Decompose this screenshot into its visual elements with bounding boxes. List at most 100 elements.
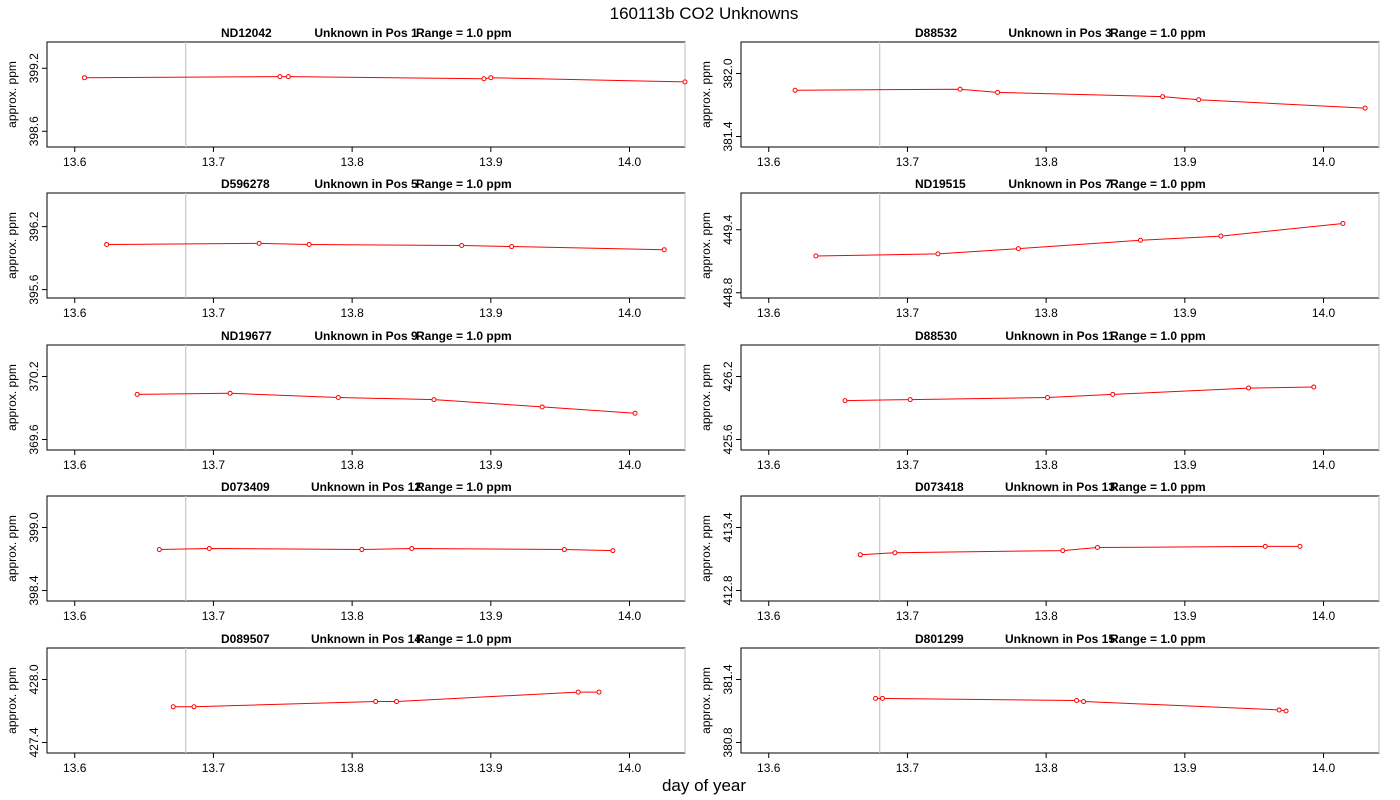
plot-frame [46,647,686,754]
x-tick-label: 13.8 [340,155,364,169]
data-point [682,79,688,85]
data-point [957,86,963,92]
panel-range: Range = 1.0 ppm [1110,632,1206,646]
data-point [1218,233,1224,239]
x-tick-label: 13.9 [1173,609,1197,623]
x-tick-label: 13.7 [896,761,920,775]
data-point [227,390,233,396]
y-tick-label: 398.6 [27,116,41,146]
data-point [256,240,262,246]
x-tick-label: 13.8 [340,458,364,472]
data-point [1362,105,1368,111]
data-point [1196,97,1202,103]
x-tick-label: 14.0 [1312,458,1336,472]
x-tick-label: 14.0 [618,761,642,775]
data-point [134,391,140,397]
panel-position: Unknown in Pos 12 [311,480,421,494]
data-point [206,546,212,551]
data-point [632,410,638,416]
panel-position: Unknown in Pos 7 [1008,177,1112,191]
y-tick-label: 396.2 [27,211,41,241]
y-tick-label: 428.0 [27,664,41,694]
y-tick-label: 413.4 [721,512,735,542]
y-tick-label: 425.6 [721,424,735,454]
data-point [539,404,545,410]
x-tick-label: 13.7 [896,306,920,320]
series-line [860,545,1300,556]
panel-range: Range = 1.0 ppm [1110,480,1206,494]
data-point [409,546,415,551]
series-line [84,76,686,83]
data-point [1311,384,1317,390]
panel-range: Range = 1.0 ppm [416,480,512,494]
panel-position: Unknown in Pos 1 [314,26,418,40]
y-axis-label: approx. ppm [5,212,19,279]
x-tick-label: 13.6 [63,458,87,472]
x-tick-label: 13.8 [340,306,364,320]
data-point [359,547,365,553]
chart-title: 160113b CO2 Unknowns [610,4,799,23]
series-line [795,88,1366,109]
y-axis-label: approx. ppm [699,364,713,431]
x-tick-label: 14.0 [618,458,642,472]
x-tick-label: 13.9 [1173,155,1197,169]
y-axis-label: approx. ppm [5,364,19,431]
panel-position: Unknown in Pos 13 [1005,480,1115,494]
data-point [170,704,176,710]
x-tick-label: 13.6 [757,761,781,775]
plot-frame [740,495,1380,602]
x-tick-label: 13.7 [896,155,920,169]
data-point [1137,237,1143,243]
series-line [844,386,1314,402]
y-axis-label: approx. ppm [5,515,19,582]
data-point [488,75,494,81]
data-point [1045,395,1051,400]
series-line [173,691,599,708]
x-tick-label: 13.6 [63,155,87,169]
y-axis-label: approx. ppm [699,667,713,734]
data-point [813,253,819,259]
data-point [156,547,162,553]
series-line [815,223,1343,257]
series-line [159,547,613,552]
data-point [373,699,379,705]
x-tick-label: 13.7 [202,761,226,775]
plot-frame [46,495,686,602]
x-tick-label: 14.0 [618,306,642,320]
x-tick-label: 13.6 [757,458,781,472]
panel-range: Range = 1.0 ppm [416,26,512,40]
x-tick-label: 13.8 [1034,155,1058,169]
y-tick-label: 381.4 [721,664,735,694]
y-tick-label: 399.0 [27,512,41,542]
y-tick-label: 448.8 [721,277,735,307]
plot-frame [46,41,686,148]
plot-frame [46,192,686,299]
panel-range: Range = 1.0 ppm [416,177,512,191]
y-tick-label: 381.4 [721,121,735,151]
panel-id: D88530 [915,329,957,343]
x-tick-label: 13.9 [479,306,503,320]
plot-frame [46,344,686,451]
panel-position: Unknown in Pos 14 [311,632,421,646]
x-tick-label: 13.8 [1034,458,1058,472]
data-point [561,547,567,553]
x-tick-label: 13.7 [202,458,226,472]
x-tick-label: 13.6 [757,306,781,320]
data-point [431,397,437,403]
panel-range: Range = 1.0 ppm [1110,329,1206,343]
y-axis-label: approx. ppm [699,515,713,582]
x-tick-label: 13.7 [896,609,920,623]
data-point [575,689,581,695]
panel-id: ND19515 [915,177,966,191]
panel-position: Unknown in Pos 15 [1005,632,1115,646]
x-tick-label: 13.6 [757,155,781,169]
y-tick-label: 395.6 [27,274,41,304]
series-line [875,697,1287,712]
data-point [935,251,941,257]
